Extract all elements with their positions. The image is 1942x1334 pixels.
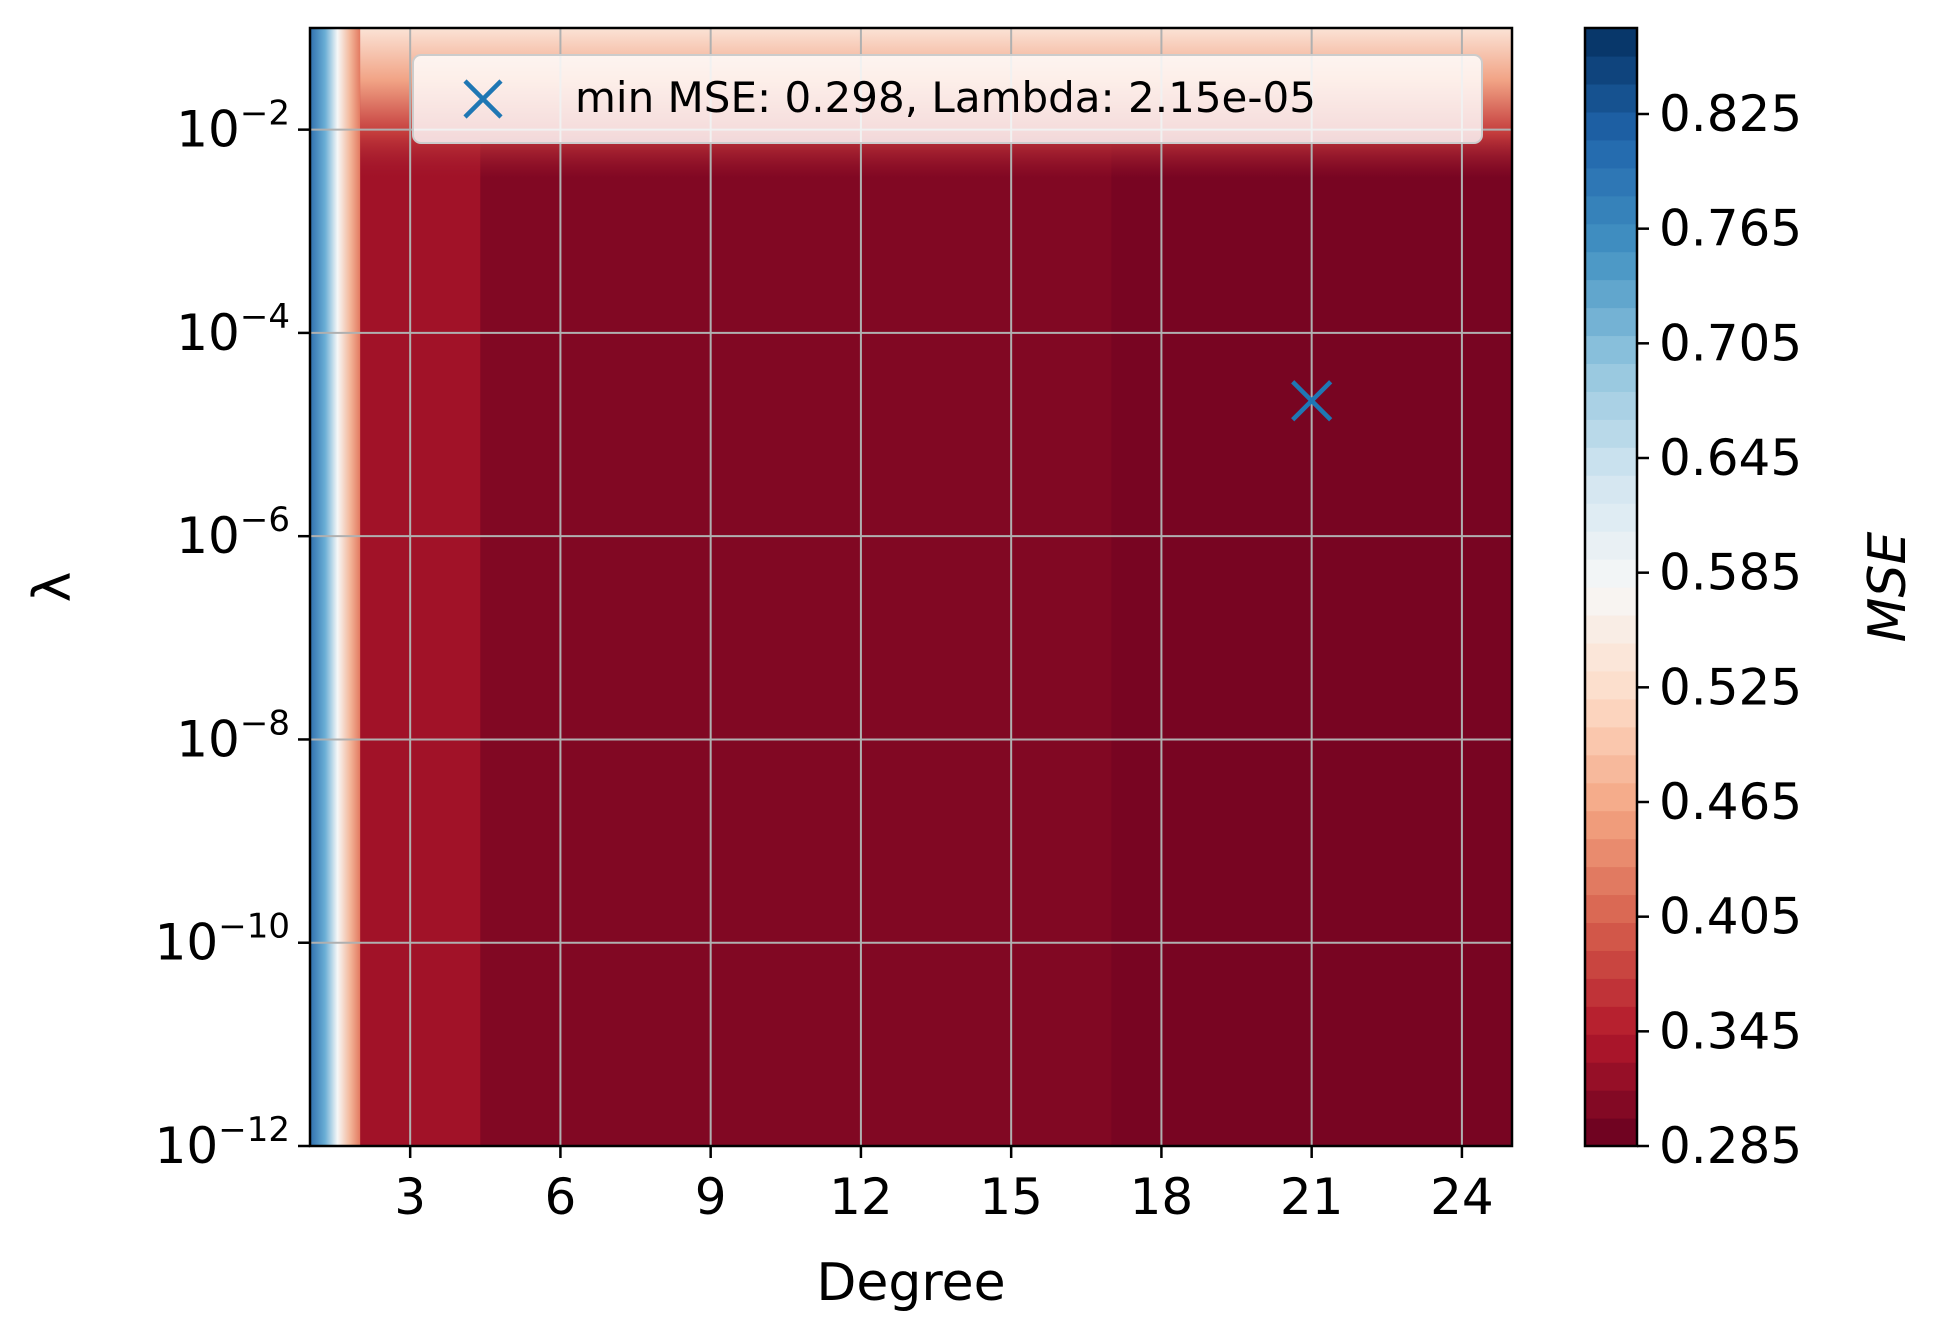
colorbar-ticks: 0.285 0.345 0.405 0.465 0.525 0.585 0.645 0.705… (1637, 85, 1802, 1175)
plot-frame (308, 26, 1514, 1148)
x-axis-label: Degree (816, 1253, 1005, 1313)
colorbar-band (1585, 167, 1637, 197)
legend-entry-label: min MSE: 0.298, Lambda: 2.15e-05 (575, 73, 1316, 122)
x-tick-label: 15 (979, 1168, 1043, 1226)
y-tick-label: 10−6 (176, 500, 290, 565)
x-tick-label: 18 (1130, 1168, 1194, 1226)
colorbar-band (1585, 391, 1637, 420)
colorbar-band (1585, 307, 1637, 337)
colorbar-tick-label: 0.765 (1659, 200, 1802, 258)
colorbar-band (1585, 363, 1637, 392)
colorbar-tick-label: 0.825 (1659, 85, 1802, 143)
legend-x-mark (463, 79, 503, 119)
contour-region-3 (360, 28, 481, 1146)
legend: min MSE: 0.298, Lambda: 2.15e-05 (412, 54, 1483, 144)
x-axis-ticks: 3 6 9 12 15 18 21 24 (394, 1146, 1494, 1226)
colorbar-tick-label: 0.585 (1659, 544, 1802, 602)
legend-box (412, 54, 1483, 144)
y-axis-label: λ (23, 572, 83, 603)
colorbar-band (1585, 670, 1637, 700)
legend-x-marker-icon (463, 79, 503, 119)
colorbar-tick-label: 0.345 (1659, 1002, 1802, 1060)
colorbar-band (1585, 810, 1637, 840)
colorbar-band (1585, 698, 1637, 728)
colorbar-band (1585, 1118, 1637, 1147)
colorbar-band (1585, 28, 1637, 57)
x-tick-label: 3 (394, 1168, 426, 1226)
colorbar-band (1585, 139, 1637, 169)
x-tick-label: 12 (829, 1168, 893, 1226)
colorbar-band (1585, 335, 1637, 364)
colorbar-band (1585, 419, 1637, 448)
colorbar-band (1585, 531, 1637, 560)
colorbar-band (1585, 754, 1637, 784)
colorbar-band (1585, 922, 1637, 951)
colorbar-band (1585, 894, 1637, 923)
colorbar-band (1585, 111, 1637, 141)
colorbar-band (1585, 475, 1637, 504)
colorbar-label: MSE (1858, 531, 1918, 642)
colorbar-band (1585, 642, 1637, 672)
colorbar-tick-label: 0.285 (1659, 1117, 1802, 1175)
colorbar-band (1585, 251, 1637, 281)
y-tick-label: 10−2 (176, 94, 290, 159)
y-tick-label: 10−10 (155, 907, 290, 972)
x-tick-label: 9 (695, 1168, 727, 1226)
colorbar-tick-label: 0.525 (1659, 658, 1802, 716)
colorbar-tick-label: 0.645 (1659, 429, 1802, 487)
colorbar-tick-label: 0.405 (1659, 888, 1802, 946)
colorbar-band (1585, 195, 1637, 225)
colorbar-band (1585, 782, 1637, 812)
y-tick-label: 10−12 (155, 1110, 290, 1175)
colorbar-band (1585, 978, 1637, 1007)
colorbar-band (1585, 614, 1637, 644)
colorbar-band (1585, 559, 1637, 588)
colorbar-band (1585, 838, 1637, 868)
colorbar-band (1585, 447, 1637, 476)
colorbar-tick-label: 0.465 (1659, 773, 1802, 831)
colorbar-frame (1583, 26, 1639, 1148)
y-tick-label: 10−4 (176, 297, 290, 362)
colorbar-band (1585, 587, 1637, 616)
contour-region-low-degree (310, 28, 361, 1146)
colorbar-band (1585, 1090, 1637, 1119)
colorbar-band (1585, 866, 1637, 896)
colorbar-band (1585, 1006, 1637, 1035)
colorbar-band (1585, 950, 1637, 979)
min-mse-marker (1291, 380, 1333, 422)
colorbar-band (1585, 503, 1637, 532)
colorbar-band (1585, 1034, 1637, 1063)
colorbar-band (1585, 83, 1637, 113)
y-axis-ticks: 10−2 10−4 10−6 10−8 10−10 10−12 (155, 94, 310, 1175)
x-tick-label: 6 (545, 1168, 577, 1226)
x-tick-label: 21 (1280, 1168, 1344, 1226)
colorbar-band (1585, 223, 1637, 253)
colorbar-tick-label: 0.705 (1659, 314, 1802, 372)
contour-plot-area (308, 26, 1514, 1148)
colorbar-band (1585, 1062, 1637, 1091)
colorbar-band (1585, 726, 1637, 756)
x-tick-label: 24 (1430, 1168, 1494, 1226)
contour-region-4 (480, 28, 1112, 1146)
y-tick-label: 10−8 (176, 703, 290, 768)
colorbar: 0.285 0.345 0.405 0.465 0.525 0.585 0.645 0.705… (1583, 26, 1918, 1175)
colorbar-band (1585, 55, 1637, 85)
colorbar-band (1585, 279, 1637, 309)
min-mse-x-mark (1291, 380, 1333, 422)
